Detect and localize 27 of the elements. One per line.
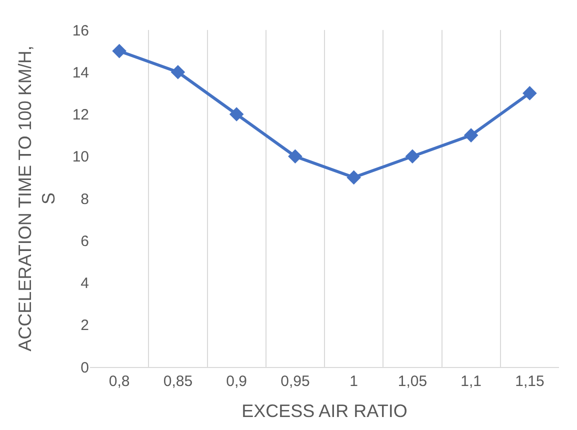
point [170, 64, 186, 80]
point [522, 86, 537, 100]
y-axis-title: ACCELERATION TIME TO 100 KM/H, S [15, 46, 59, 352]
x-tick-label: 1,1 [460, 373, 482, 390]
point [288, 149, 302, 164]
point [112, 44, 126, 58]
point [405, 149, 420, 164]
x-tick-label: 0,8 [108, 373, 130, 390]
x-tick-label: 0,9 [226, 373, 247, 390]
y-tick-label: 2 [80, 317, 89, 334]
x-tick-label: 0,95 [280, 373, 310, 390]
y-tick-label: 8 [80, 190, 89, 208]
point [464, 128, 478, 142]
x-axis-title: EXCESS AIR RATIO [242, 401, 408, 422]
y-tick-label: 14 [72, 64, 89, 82]
x-tick-label: 1 [350, 373, 358, 390]
point [229, 107, 244, 122]
x-tick-label: 1,15 [515, 373, 544, 390]
y-tick-label: 16 [72, 22, 89, 40]
point [346, 170, 361, 185]
y-tick-label: 6 [80, 232, 89, 250]
y-tick-label: 0 [80, 359, 89, 376]
x-tick-label: 1,05 [398, 373, 428, 390]
y-tick-label: 12 [72, 106, 89, 124]
x-tick-label: 0,85 [163, 373, 193, 390]
y-tick-label: 4 [80, 275, 89, 292]
y-tick-label: 10 [72, 148, 89, 166]
